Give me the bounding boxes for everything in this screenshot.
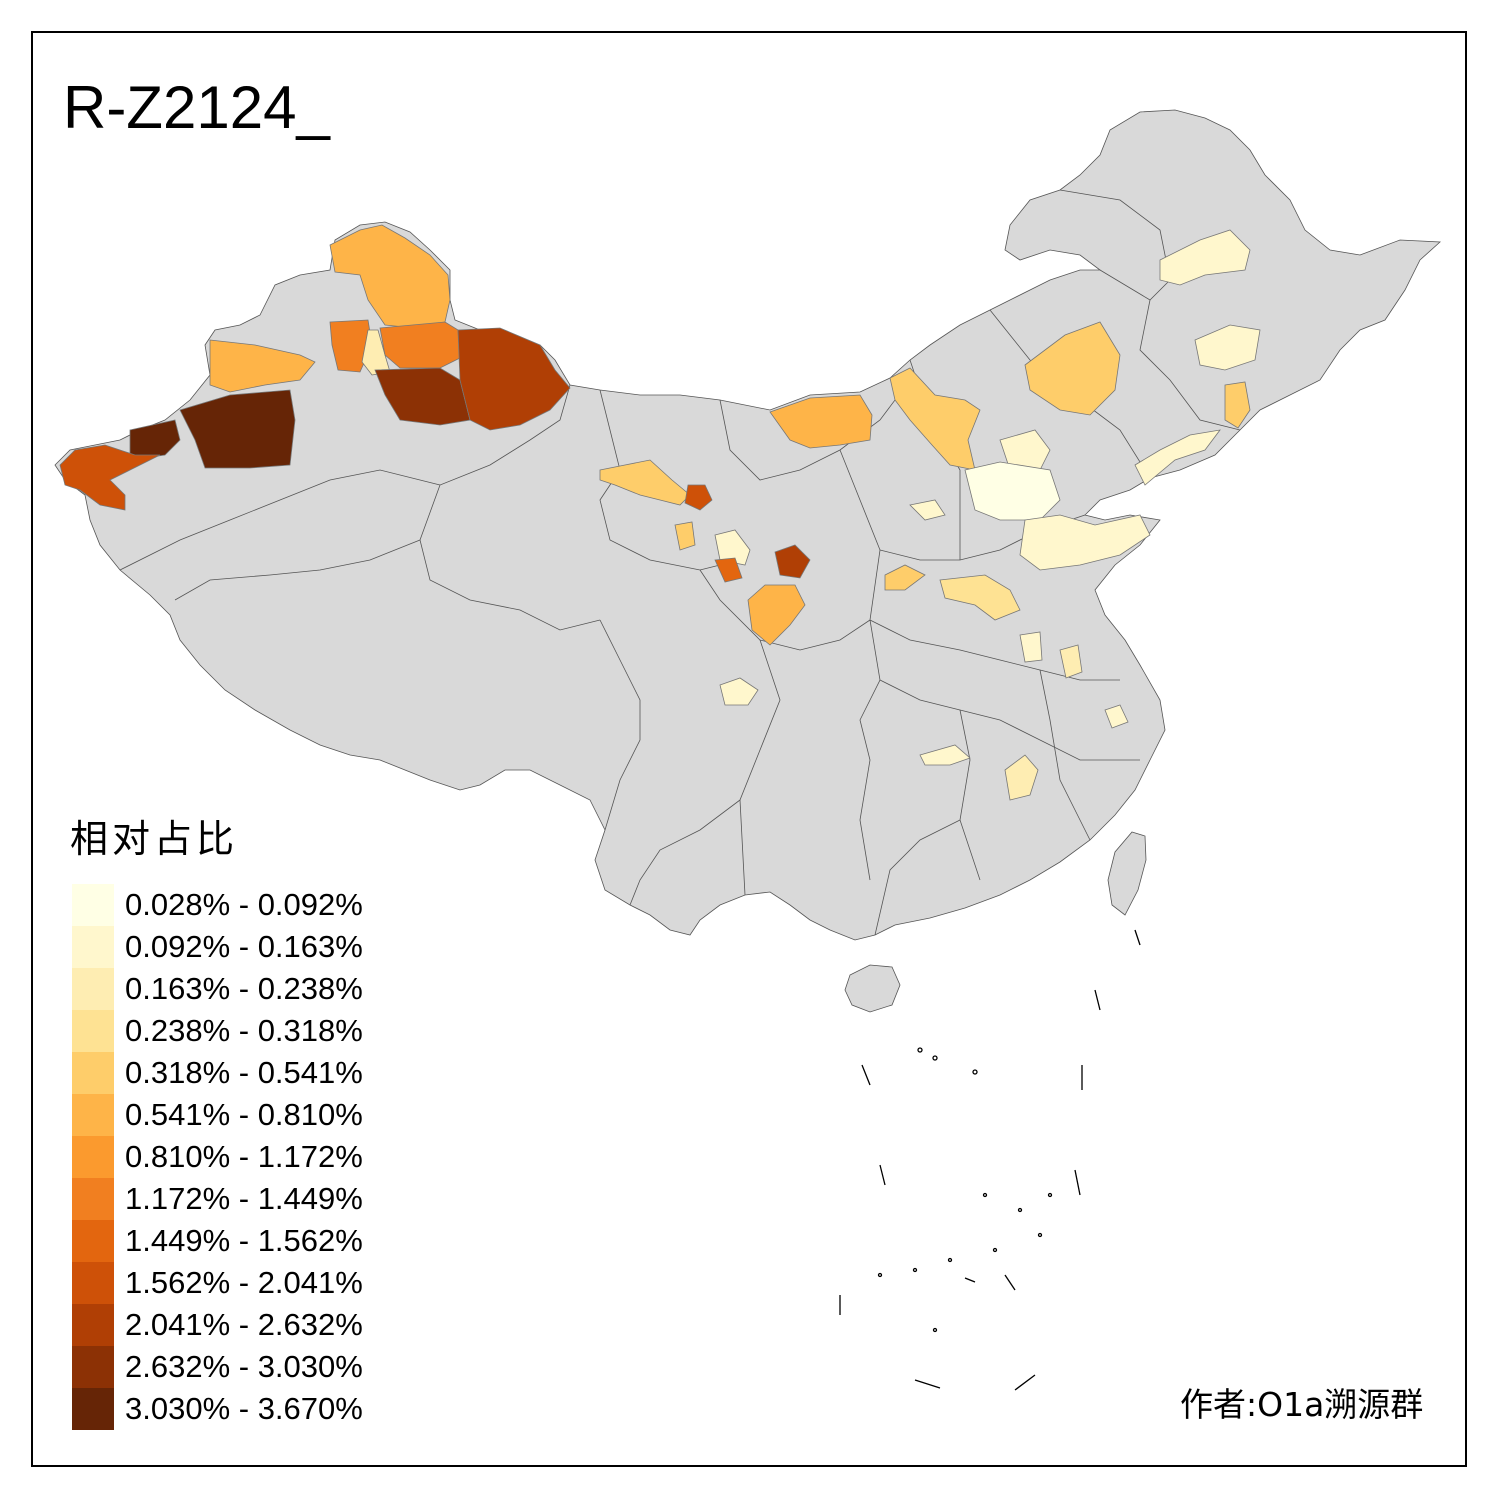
region-bayingolin (179, 389, 296, 469)
region-yanan (774, 544, 811, 579)
legend-swatch (72, 1346, 114, 1388)
legend-swatch (72, 1388, 114, 1430)
hainan-island (844, 964, 901, 1013)
region-shandong (1019, 514, 1151, 571)
legend-label: 0.318% - 0.541% (125, 1055, 363, 1090)
legend-item: 2.632% - 3.030% (72, 1346, 432, 1388)
legend-label: 2.041% - 2.632% (125, 1307, 363, 1342)
region-taiyuan (909, 499, 946, 521)
legend-label: 1.172% - 1.449% (125, 1181, 363, 1216)
legend-swatch (72, 1304, 114, 1346)
legend-item: 3.030% - 3.670% (72, 1388, 432, 1430)
region-alxa (769, 394, 873, 449)
map-title: R-Z2124_ (63, 74, 330, 141)
legend-label: 0.541% - 0.810% (125, 1097, 363, 1132)
region-henan (884, 564, 926, 591)
legend-label: 0.092% - 0.163% (125, 929, 363, 964)
legend-item: 1.172% - 1.449% (72, 1178, 432, 1220)
legend-item: 0.092% - 0.163% (72, 926, 432, 968)
legend-label: 2.632% - 3.030% (125, 1349, 363, 1384)
legend-swatch (72, 1010, 114, 1052)
legend-swatch (72, 1136, 114, 1178)
choropleth-regions (59, 224, 1261, 801)
region-jiangsu (1059, 644, 1083, 679)
region-ordos (889, 367, 981, 471)
region-zhejiang (1104, 704, 1129, 729)
legend-swatch (72, 1094, 114, 1136)
region-hulunbuir (1159, 229, 1251, 286)
region-xilingol (1024, 321, 1121, 416)
legend-swatch (72, 1052, 114, 1094)
region-hami (457, 327, 571, 431)
legend-item: 0.541% - 0.810% (72, 1094, 432, 1136)
legend-swatch (72, 1262, 114, 1304)
region-tacheng (329, 319, 373, 373)
legend-swatch (72, 926, 114, 968)
region-hubei (919, 744, 971, 766)
legend-title: 相对占比 (70, 817, 239, 861)
legend-item: 0.238% - 0.318% (72, 1010, 432, 1052)
region-jiangxi (1004, 754, 1039, 801)
map-frame (31, 31, 1467, 1467)
region-altay (329, 224, 451, 329)
legend-label: 1.449% - 1.562% (125, 1223, 363, 1258)
legend-swatch (72, 968, 114, 1010)
region-changji (379, 321, 461, 369)
province-borders (119, 189, 1241, 936)
legend-label: 0.163% - 0.238% (125, 971, 363, 1006)
legend-swatch (72, 884, 114, 926)
region-kashgar (59, 444, 161, 511)
taiwan-island (1107, 831, 1147, 916)
legend-item: 0.810% - 1.172% (72, 1136, 432, 1178)
region-sichuan (719, 677, 759, 706)
legend-item: 1.562% - 2.041% (72, 1262, 432, 1304)
region-tianshui (714, 557, 743, 583)
region-dalian (1134, 429, 1221, 486)
legend-swatch (72, 1178, 114, 1220)
region-anhui (1019, 631, 1043, 663)
legend-label: 3.030% - 3.670% (125, 1391, 363, 1426)
region-luoyang (939, 574, 1021, 621)
legend-item: 2.041% - 2.632% (72, 1304, 432, 1346)
region-xian (747, 584, 806, 646)
region-hebei (964, 461, 1061, 521)
region-lanzhou (684, 484, 713, 511)
legend-label: 1.562% - 2.041% (125, 1265, 363, 1300)
region-gansu-hexi (599, 459, 691, 506)
author-credit: 作者:O1a溯源群 (1180, 1385, 1424, 1424)
region-urumqi (374, 367, 471, 426)
legend-label: 0.810% - 1.172% (125, 1139, 363, 1174)
legend-item: 0.028% - 0.092% (72, 884, 432, 926)
legend-item: 1.449% - 1.562% (72, 1220, 432, 1262)
legend-item: 0.163% - 0.238% (72, 968, 432, 1010)
south-china-sea-islands (839, 929, 1141, 1391)
region-dingxi (674, 521, 696, 551)
legend-label: 0.028% - 0.092% (125, 887, 363, 922)
region-liaoning-east (1224, 381, 1251, 429)
region-pingliang (714, 529, 751, 566)
legend-item: 0.318% - 0.541% (72, 1052, 432, 1094)
legend-label: 0.238% - 0.318% (125, 1013, 363, 1048)
region-heilongjiang (1194, 324, 1261, 371)
legend-swatch (72, 1220, 114, 1262)
region-yili (209, 339, 316, 393)
